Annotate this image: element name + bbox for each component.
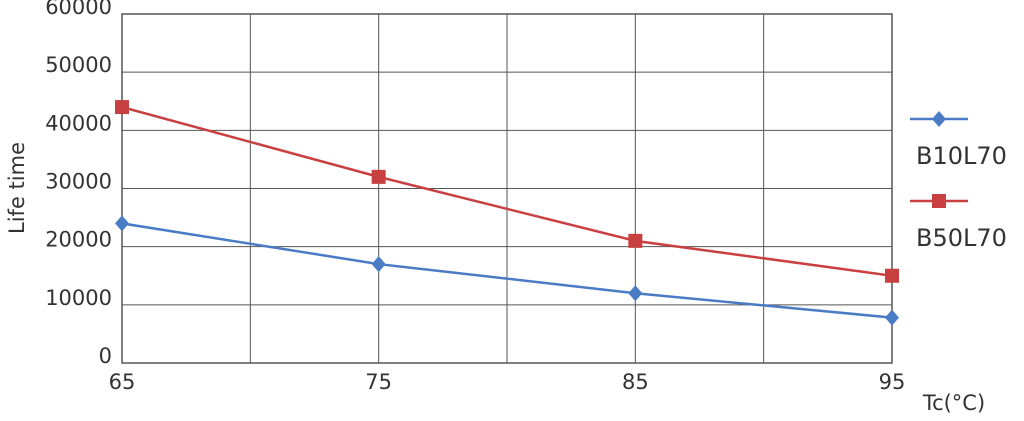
data-point — [371, 169, 386, 184]
data-point — [371, 256, 386, 273]
data-point — [115, 100, 129, 115]
x-tick-label: 85 — [622, 370, 649, 394]
y-tick-label: 50000 — [45, 53, 112, 77]
x-axis-label: Tc(°C) — [922, 391, 985, 415]
legend-marker — [932, 194, 946, 208]
y-tick-label: 60000 — [45, 0, 112, 19]
series-line — [121, 222, 893, 319]
x-tick-label: 95 — [879, 370, 906, 394]
y-tick-label: 40000 — [45, 111, 112, 135]
legend-marker — [932, 111, 946, 127]
y-tick-label: 30000 — [45, 170, 112, 194]
y-tick-label: 10000 — [45, 286, 112, 310]
data-point — [628, 285, 643, 302]
legend-label: B10L70 — [916, 142, 1007, 170]
y-tick-label: 0 — [99, 344, 112, 368]
data-point — [885, 268, 899, 283]
series-line — [121, 105, 893, 277]
x-tick-label: 65 — [109, 370, 136, 394]
y-tick-label: 20000 — [45, 228, 112, 252]
data-point — [885, 309, 899, 326]
legend-label: B50L70 — [916, 224, 1007, 252]
x-tick-label: 75 — [365, 370, 392, 394]
data-point — [115, 215, 129, 232]
data-point — [628, 233, 643, 248]
y-axis-label: Life time — [5, 142, 29, 234]
